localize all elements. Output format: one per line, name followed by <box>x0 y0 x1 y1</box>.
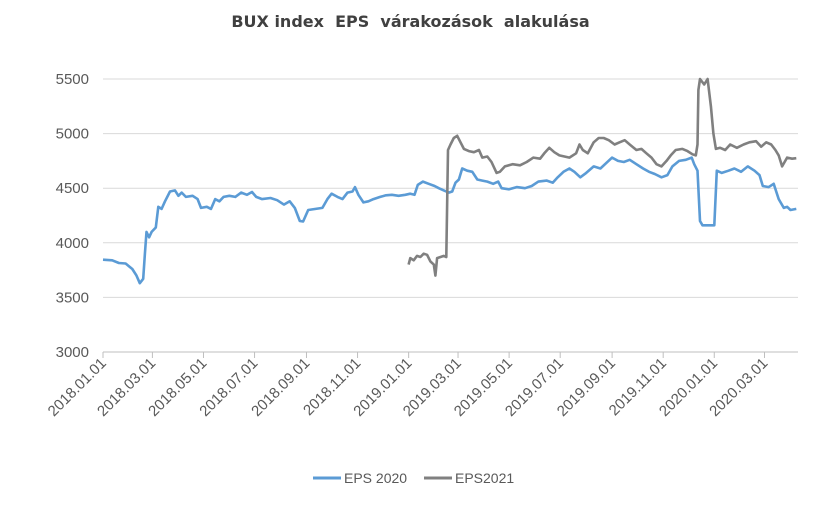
y-tick-label: 5000 <box>56 126 89 143</box>
y-tick-label: 5500 <box>56 71 89 88</box>
legend-label-eps-2020: EPS 2020 <box>344 470 407 486</box>
series-lines <box>102 77 797 285</box>
legend-label-eps-2021: EPS2021 <box>455 470 514 486</box>
y-tick-label: 3500 <box>56 289 89 306</box>
y-tick-label: 4500 <box>56 180 89 197</box>
grid-lines <box>103 78 798 298</box>
axes: 3000350040004500500055002018.01.012018.0… <box>45 71 798 420</box>
y-tick-label: 4000 <box>56 235 89 252</box>
legend: EPS 2020 EPS2021 <box>313 470 514 486</box>
chart-title: BUX index EPS várakozások alakulása <box>231 12 590 31</box>
series-line-eps-2021 <box>407 77 797 277</box>
series-line-eps-2020 <box>102 156 797 285</box>
y-tick-label: 3000 <box>56 344 89 361</box>
